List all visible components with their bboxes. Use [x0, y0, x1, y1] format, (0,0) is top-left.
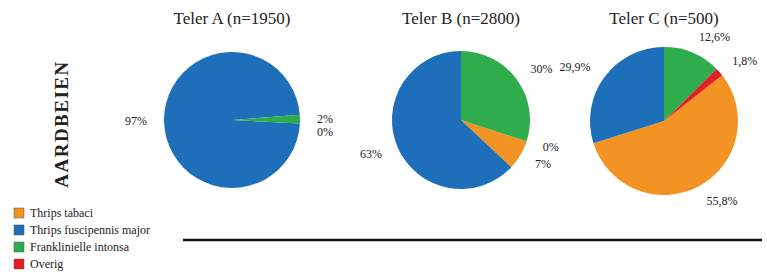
- data-label: 0%: [317, 125, 333, 139]
- legend-label: Thrips fuscipennis major: [30, 223, 150, 237]
- separator-line: [183, 239, 762, 242]
- chart-title: Teler C (n=500): [609, 9, 718, 28]
- chart-canvas: AARDBEIENTeler A (n=1950)97%2%0%Teler B …: [0, 0, 767, 276]
- data-label: 2%: [317, 112, 333, 126]
- data-label: 55,8%: [707, 194, 738, 208]
- pie-slice: [461, 51, 530, 141]
- data-label: 12,6%: [699, 30, 730, 44]
- pie-slice: [664, 69, 722, 121]
- chart-title: Teler A (n=1950): [174, 9, 291, 28]
- data-label: 30%: [531, 62, 553, 76]
- pie-slice: [232, 120, 300, 123]
- data-label: 63%: [360, 147, 382, 161]
- data-label: 7%: [535, 157, 551, 171]
- data-label: 0%: [543, 140, 559, 154]
- legend-swatch: [14, 208, 24, 218]
- pie-chart: Teler A (n=1950) 97% 2%0%: [125, 9, 333, 188]
- data-label: 97%: [125, 114, 147, 128]
- legend-swatch: [14, 242, 24, 252]
- legend-label: Franklinielle intonsa: [30, 240, 130, 254]
- legend-label: Overig: [30, 257, 63, 271]
- data-label: 1,8%: [732, 54, 757, 68]
- legend-swatch: [14, 225, 24, 235]
- legend-swatch: [14, 259, 24, 269]
- pie-slice: [590, 47, 664, 143]
- row-label: AARDBEIEN: [51, 60, 72, 188]
- pie-chart: Teler C (n=500) 55,8% 29,9% 12,6%1,8%: [560, 9, 758, 208]
- slices: [590, 47, 738, 195]
- pie-chart: Teler B (n=2800) 7% 63% 30% 0%: [360, 9, 559, 189]
- legend-label: Thrips tabaci: [30, 206, 94, 220]
- data-label: 29,9%: [560, 60, 591, 74]
- pie-slice: [461, 120, 527, 141]
- legend: Thrips tabaci Thrips fuscipennis major Fra…: [14, 206, 150, 271]
- slices: [164, 52, 300, 188]
- chart-title: Teler B (n=2800): [402, 9, 520, 28]
- slices: [392, 51, 530, 189]
- pie-slice: [232, 115, 300, 124]
- pie-slice: [164, 52, 300, 188]
